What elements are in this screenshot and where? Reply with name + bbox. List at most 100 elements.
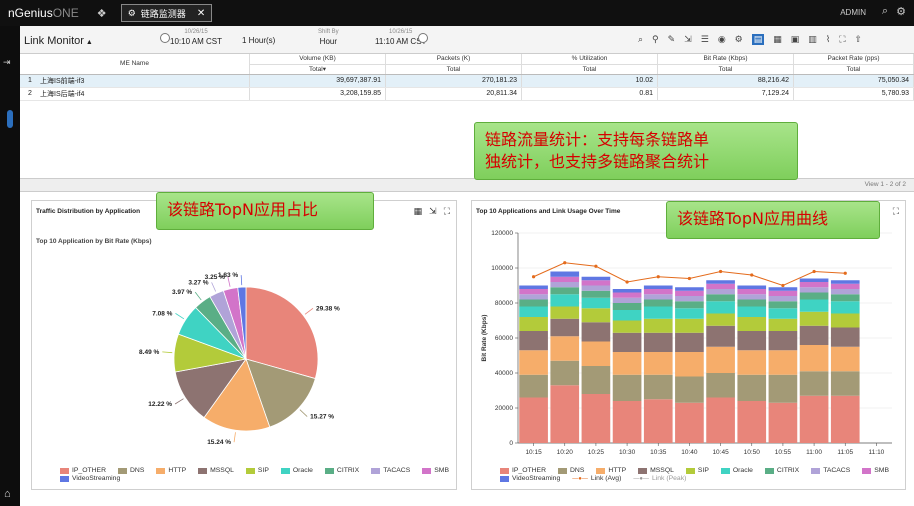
bar-segment[interactable] [799,311,829,326]
legend-item[interactable]: SIP [245,467,269,474]
bar-segment[interactable] [706,373,735,398]
filter-icon[interactable]: ⚲ [652,34,659,44]
settings-icon[interactable]: ⚙ [734,34,743,44]
bar-segment[interactable] [830,327,860,347]
pie-slice[interactable] [203,358,271,432]
bar-segment[interactable] [675,301,704,309]
row-name[interactable]: 上海IS后端-if4 [36,87,250,101]
col-utilization[interactable]: % Utilization [521,54,658,65]
user-menu[interactable]: ADMIN [840,8,866,17]
bar-segment[interactable] [643,285,673,290]
legend-item[interactable]: CITRIX [324,467,359,474]
bar-segment[interactable] [737,289,767,295]
bar-segment[interactable] [581,285,611,291]
bar-segment[interactable] [768,308,798,319]
bar-segment[interactable] [612,310,642,321]
bar-segment[interactable] [643,306,673,319]
layout-table-icon[interactable]: ▤ [751,34,765,45]
bar-segment[interactable] [737,331,767,351]
bar-segment[interactable] [830,346,860,372]
grid-icon[interactable]: ▦ [413,206,423,216]
bar-segment[interactable] [612,320,642,333]
bar-segment[interactable] [830,283,860,289]
bar-segment[interactable] [643,299,673,307]
link-avg-point[interactable] [656,275,660,279]
bar-segment[interactable] [519,350,548,375]
bar-segment[interactable] [830,289,860,295]
col-packetrate-total[interactable]: Total [793,64,914,75]
time-end-handle[interactable] [418,33,428,43]
bar-segment[interactable] [737,294,767,300]
bar-segment[interactable] [675,318,704,333]
legend-item[interactable]: SMB [862,467,889,474]
end-time[interactable]: 10/26/15 11:10 AM CST [375,29,426,46]
tab-link-monitor[interactable]: ⚙ 链路监测器 ✕ [120,4,213,22]
bar-segment[interactable] [581,280,611,286]
bar-segment[interactable] [675,352,704,377]
bar-segment[interactable] [519,317,548,331]
bar-segment[interactable] [612,332,642,352]
legend-item[interactable]: MSSQL [638,467,674,474]
legend-item[interactable]: HTTP [156,467,186,474]
bar-segment[interactable] [830,371,860,396]
legend-item[interactable]: —●— Link (Avg) [572,475,621,482]
col-volume[interactable]: Volume (KB) [249,54,386,65]
columns-icon[interactable]: ☰ [700,34,709,44]
bar-segment[interactable] [675,402,704,443]
bar-segment[interactable] [830,301,860,314]
fullscreen-icon[interactable]: ⛶ [892,206,899,216]
bar-segment[interactable] [519,397,548,444]
col-volume-total[interactable]: Total▾ [249,64,386,75]
col-packets[interactable]: Packets (K) [385,54,522,65]
bar-segment[interactable] [612,374,642,401]
bar-segment[interactable] [706,289,735,295]
bar-segment[interactable] [706,313,735,326]
bar-segment[interactable] [706,346,735,373]
fullscreen-icon[interactable]: ⛶ [839,34,846,44]
layout-bars-icon[interactable]: ▥ [808,34,817,44]
bar-segment[interactable] [799,278,829,283]
start-time[interactable]: 10/26/15 10:10 AM CST [170,29,222,46]
bar-segment[interactable] [612,289,642,293]
bar-segment[interactable] [768,296,798,302]
bar-segment[interactable] [550,360,580,386]
bar-segment[interactable] [550,282,580,288]
bar-segment[interactable] [830,313,860,328]
search-icon[interactable]: ⌕ [881,5,888,17]
bar-segment[interactable] [612,297,642,303]
bar-segment[interactable] [581,394,611,443]
export-icon[interactable]: ⇲ [429,206,437,216]
bar-segment[interactable] [768,402,798,443]
legend-item[interactable]: CITRIX [764,467,799,474]
bar-segment[interactable] [737,401,767,443]
table-row[interactable]: 2 上海IS后端-if4 3,208,159.85 20,811.34 0.81… [20,87,914,101]
bar-segment[interactable] [706,294,735,302]
bar-segment[interactable] [830,294,860,302]
legend-item[interactable]: DNS [558,467,584,474]
export-icon[interactable]: ⇲ [684,34,692,44]
bar-segment[interactable] [519,285,548,290]
link-avg-point[interactable] [563,261,567,265]
bar-segment[interactable] [830,395,860,443]
layout-grid-icon[interactable]: ▣ [790,34,800,44]
legend-item[interactable]: Oracle [720,467,753,474]
link-avg-point[interactable] [750,273,754,277]
bar-segment[interactable] [643,374,673,400]
upload-icon[interactable]: ⇧ [854,34,863,44]
legend-item[interactable]: IP_OTHER [60,467,106,474]
bar-segment[interactable] [737,299,767,307]
view-icon[interactable]: ◉ [717,34,726,44]
bar-segment[interactable] [675,287,704,291]
bar-segment[interactable] [768,331,798,351]
bar-segment[interactable] [799,292,829,300]
search-icon[interactable]: ⌕ [638,34,644,44]
bar-segment[interactable] [550,306,580,319]
legend-item[interactable]: HTTP [596,467,626,474]
bar-segment[interactable] [519,306,548,318]
close-icon[interactable]: ✕ [196,7,206,19]
bar-segment[interactable] [581,297,611,309]
pie-slice[interactable] [245,286,319,380]
bar-segment[interactable] [612,303,642,310]
expand-panel-icon[interactable]: ⇥ [3,57,11,67]
legend-item[interactable]: VideoStreaming [500,475,560,482]
